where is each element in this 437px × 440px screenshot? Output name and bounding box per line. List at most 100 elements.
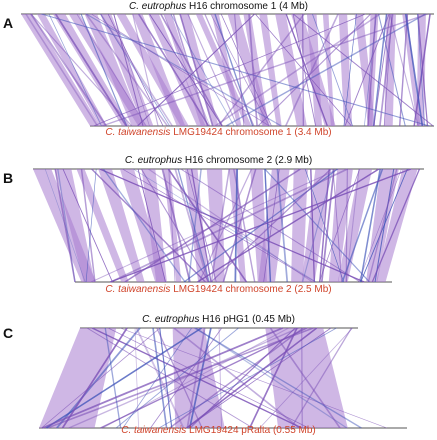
synteny-line <box>276 168 289 283</box>
synteny-band <box>54 169 95 282</box>
synteny-line <box>264 168 370 283</box>
synteny-line <box>61 327 128 429</box>
synteny-line <box>172 13 209 127</box>
panel-a-synteny-lines <box>25 13 434 127</box>
panel-b: B C. eutrophus H16 chromosome 2 (2.9 Mb)… <box>0 154 437 300</box>
synteny-line <box>359 168 381 283</box>
synteny-line <box>149 13 223 127</box>
panel-c-top-rest: H16 pHG1 (0.45 Mb) <box>199 314 295 325</box>
synteny-line <box>122 327 193 429</box>
synteny-band <box>132 14 186 126</box>
synteny-line <box>170 13 235 127</box>
synteny-line <box>198 168 253 283</box>
synteny-line <box>218 13 305 127</box>
synteny-line <box>372 13 388 127</box>
panel-c-bottom-rest: LMG19424 pRalta (0.55 Mb) <box>186 425 316 436</box>
synteny-line <box>174 168 209 283</box>
synteny-line <box>158 327 337 429</box>
synteny-line <box>344 13 390 127</box>
panel-c-bottom-species: C. taiwanensis <box>121 425 187 436</box>
synteny-line <box>186 327 206 429</box>
synteny-line <box>159 327 173 429</box>
panel-c-synteny-plot <box>39 327 407 429</box>
synteny-line <box>319 168 330 283</box>
synteny-line <box>343 13 357 127</box>
synteny-line <box>197 168 380 283</box>
synteny-line <box>115 327 239 429</box>
synteny-line <box>186 168 217 283</box>
synteny-line <box>404 13 424 127</box>
panel-b-top-species: C. eutrophus <box>124 155 183 166</box>
synteny-line <box>86 327 254 429</box>
synteny-line <box>102 168 186 283</box>
synteny-band <box>84 14 143 126</box>
synteny-band <box>185 169 209 282</box>
panel-letter-b: B <box>3 170 14 186</box>
synteny-line <box>367 168 398 283</box>
synteny-line <box>360 168 408 283</box>
synteny-line <box>134 327 139 429</box>
synteny-line <box>99 13 173 127</box>
synteny-line <box>46 327 314 429</box>
synteny-line <box>194 327 362 429</box>
synteny-line <box>30 13 108 127</box>
synteny-band <box>100 14 154 126</box>
synteny-line <box>345 168 348 283</box>
panel-c-top-label: C. eutrophus H16 pHG1 (0.45 Mb) <box>0 314 437 325</box>
synteny-line <box>195 327 348 429</box>
synteny-line <box>85 13 169 127</box>
synteny-line <box>41 13 430 127</box>
synteny-line <box>91 168 206 283</box>
synteny-band <box>39 328 117 428</box>
synteny-band <box>275 14 307 126</box>
synteny-line <box>257 13 372 127</box>
synteny-line <box>101 13 428 127</box>
synteny-line <box>161 168 191 283</box>
synteny-line <box>91 13 270 127</box>
synteny-line <box>85 168 97 283</box>
synteny-band <box>384 14 396 126</box>
synteny-line <box>292 13 434 127</box>
synteny-line <box>93 13 366 127</box>
synteny-line <box>177 168 210 283</box>
synteny-line <box>187 168 202 283</box>
synteny-line <box>234 13 245 127</box>
synteny-line <box>379 13 394 127</box>
synteny-line <box>417 13 429 127</box>
synteny-band <box>402 14 421 126</box>
panel-b-synteny-plot <box>33 168 424 283</box>
synteny-line <box>107 327 309 429</box>
synteny-band <box>195 14 252 126</box>
synteny-line <box>218 327 223 429</box>
synteny-line <box>210 13 270 127</box>
synteny-line <box>373 13 391 127</box>
synteny-line <box>54 168 76 283</box>
synteny-line <box>264 168 272 283</box>
synteny-line <box>186 327 318 429</box>
panel-a-top-rest: H16 chromosome 1 (4 Mb) <box>186 1 308 12</box>
synteny-line <box>167 168 248 283</box>
panel-a-synteny-plot <box>21 13 434 127</box>
panel-c-top-species: C. eutrophus <box>142 314 200 325</box>
synteny-line <box>173 327 300 429</box>
synteny-line <box>120 327 388 429</box>
synteny-line <box>41 327 161 429</box>
synteny-band <box>211 14 242 126</box>
synteny-line <box>122 168 316 283</box>
synteny-line <box>107 13 164 127</box>
synteny-line <box>135 327 185 429</box>
synteny-line <box>188 327 212 429</box>
panel-letter-a: A <box>3 15 14 31</box>
synteny-band <box>258 169 290 282</box>
synteny-line <box>332 168 343 283</box>
synteny-line <box>190 168 212 283</box>
synteny-line <box>90 168 339 283</box>
panel-b-top-rest: H16 chromosome 2 (2.9 Mb) <box>182 155 313 166</box>
synteny-line <box>367 13 377 127</box>
panel-a: A C. eutrophus H16 chromosome 1 (4 Mb) C… <box>0 0 437 142</box>
synteny-line <box>285 13 328 127</box>
synteny-line <box>417 13 425 127</box>
synteny-line <box>54 13 128 127</box>
panel-b-synteny-lines <box>44 168 421 283</box>
synteny-band <box>76 169 129 282</box>
